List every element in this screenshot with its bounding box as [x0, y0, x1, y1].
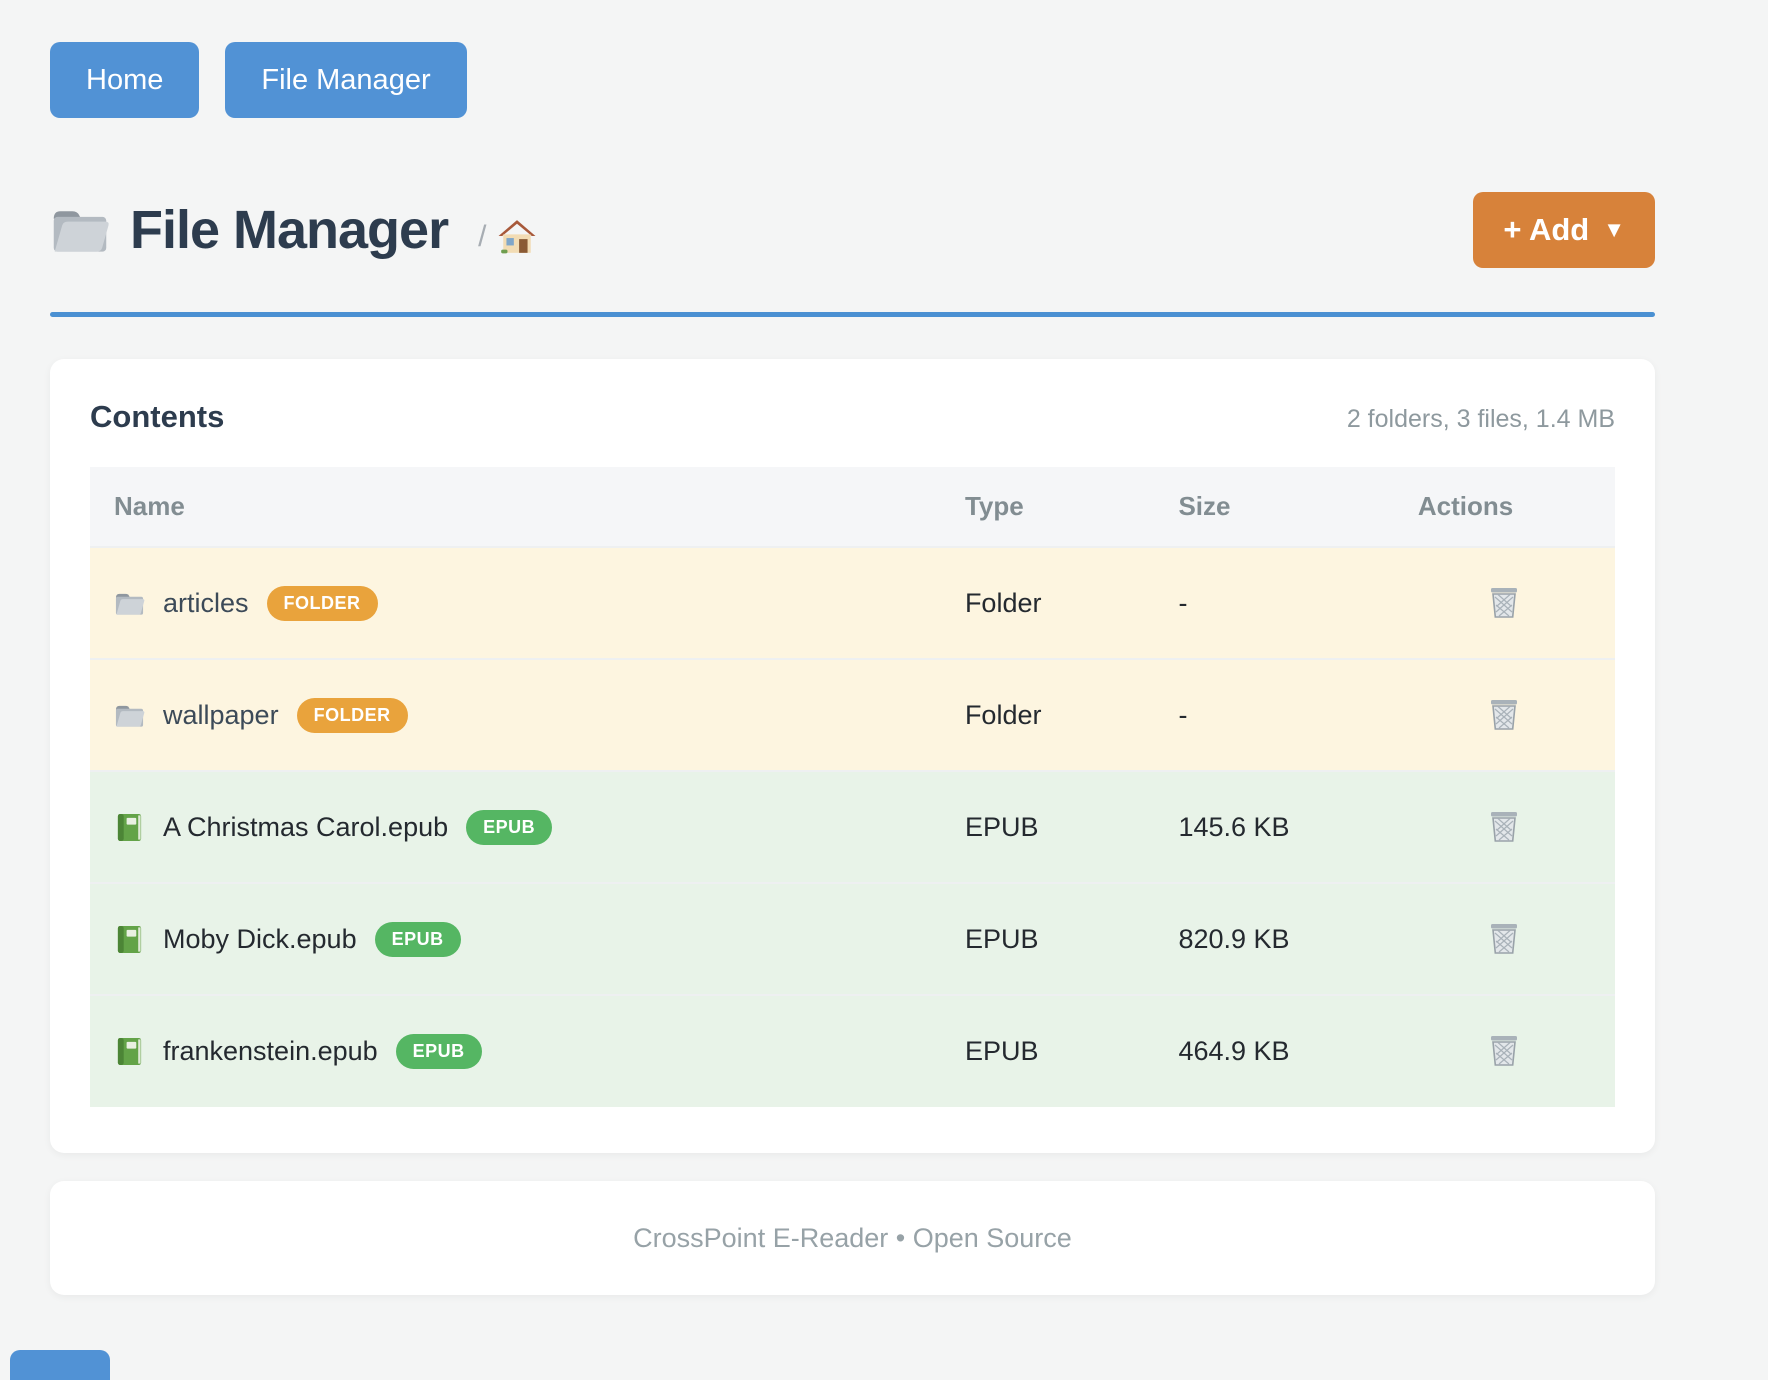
green-book-icon: [117, 925, 142, 953]
type-badge: FOLDER: [296, 697, 408, 733]
file-name[interactable]: A Christmas Carol.epub: [163, 811, 449, 842]
contents-heading: Contents: [90, 399, 225, 434]
trash-icon: [1491, 587, 1518, 618]
column-header-name: Name: [90, 467, 941, 547]
table-header-row: Name Type Size Actions: [90, 467, 1615, 547]
file-table: Name Type Size Actions articles FOLDER: [90, 467, 1615, 1107]
size-cell: -: [1154, 546, 1394, 659]
folder-icon: [53, 211, 109, 252]
green-book-icon: [117, 813, 142, 841]
table-row[interactable]: A Christmas Carol.epub EPUB EPUB 145.6 K…: [90, 770, 1615, 883]
type-cell: EPUB: [940, 882, 1155, 995]
column-header-size: Size: [1154, 467, 1394, 547]
file-name[interactable]: Moby Dick.epub: [163, 923, 357, 954]
home-button[interactable]: Home: [50, 42, 200, 118]
green-book-icon: [117, 1037, 142, 1066]
size-cell: 820.9 KB: [1154, 882, 1394, 995]
delete-button[interactable]: [1484, 1029, 1524, 1071]
top-nav: Home File Manager: [50, 0, 1655, 118]
column-header-type: Type: [940, 467, 1155, 547]
add-button-label: + Add: [1503, 212, 1590, 247]
partial-button-bottom[interactable]: [10, 1350, 110, 1380]
chevron-down-icon: ▼: [1603, 217, 1625, 242]
trash-icon: [1491, 699, 1518, 730]
delete-button[interactable]: [1484, 917, 1524, 959]
contents-card: Contents 2 folders, 3 files, 1.4 MB Name…: [50, 359, 1655, 1153]
table-row[interactable]: wallpaper FOLDER Folder -: [90, 658, 1615, 771]
delete-button[interactable]: [1484, 693, 1524, 735]
table-row[interactable]: Moby Dick.epub EPUB EPUB 820.9 KB: [90, 882, 1615, 995]
file-name[interactable]: articles: [163, 587, 249, 618]
type-cell: EPUB: [940, 770, 1155, 883]
table-row[interactable]: articles FOLDER Folder -: [90, 546, 1615, 659]
type-badge: EPUB: [395, 1034, 482, 1069]
add-button[interactable]: + Add ▼: [1473, 192, 1655, 268]
trash-icon: [1491, 923, 1518, 954]
home-icon[interactable]: [498, 219, 536, 255]
breadcrumb: /: [478, 219, 536, 255]
file-name[interactable]: frankenstein.epub: [163, 1036, 378, 1066]
trash-icon: [1491, 1036, 1518, 1066]
table-row[interactable]: frankenstein.epub EPUB EPUB 464.9 KB: [90, 994, 1615, 1107]
type-cell: EPUB: [940, 994, 1155, 1107]
contents-summary: 2 folders, 3 files, 1.4 MB: [1346, 405, 1615, 433]
size-cell: 145.6 KB: [1154, 770, 1394, 883]
type-badge: EPUB: [466, 809, 553, 845]
delete-button[interactable]: [1484, 581, 1524, 623]
breadcrumb-separator: /: [478, 220, 487, 253]
trash-icon: [1491, 811, 1518, 842]
footer-card: CrossPoint E-Reader • Open Source: [50, 1181, 1655, 1295]
folder-icon: [115, 593, 145, 615]
size-cell: -: [1154, 658, 1394, 771]
type-badge: EPUB: [374, 921, 461, 957]
type-cell: Folder: [940, 546, 1155, 659]
page-header: File Manager / + Add ▼: [50, 192, 1655, 268]
file-table-body: articles FOLDER Folder -: [90, 546, 1615, 1107]
column-header-actions: Actions: [1393, 467, 1615, 547]
type-cell: Folder: [940, 658, 1155, 771]
delete-button[interactable]: [1484, 805, 1524, 847]
size-cell: 464.9 KB: [1154, 994, 1394, 1107]
file-name[interactable]: wallpaper: [163, 699, 279, 730]
folder-icon: [115, 705, 145, 727]
header-divider: [50, 312, 1655, 317]
type-badge: FOLDER: [266, 585, 378, 621]
footer-text: CrossPoint E-Reader • Open Source: [633, 1222, 1072, 1253]
file-manager-button[interactable]: File Manager: [225, 42, 467, 118]
page-title: File Manager: [130, 200, 449, 260]
